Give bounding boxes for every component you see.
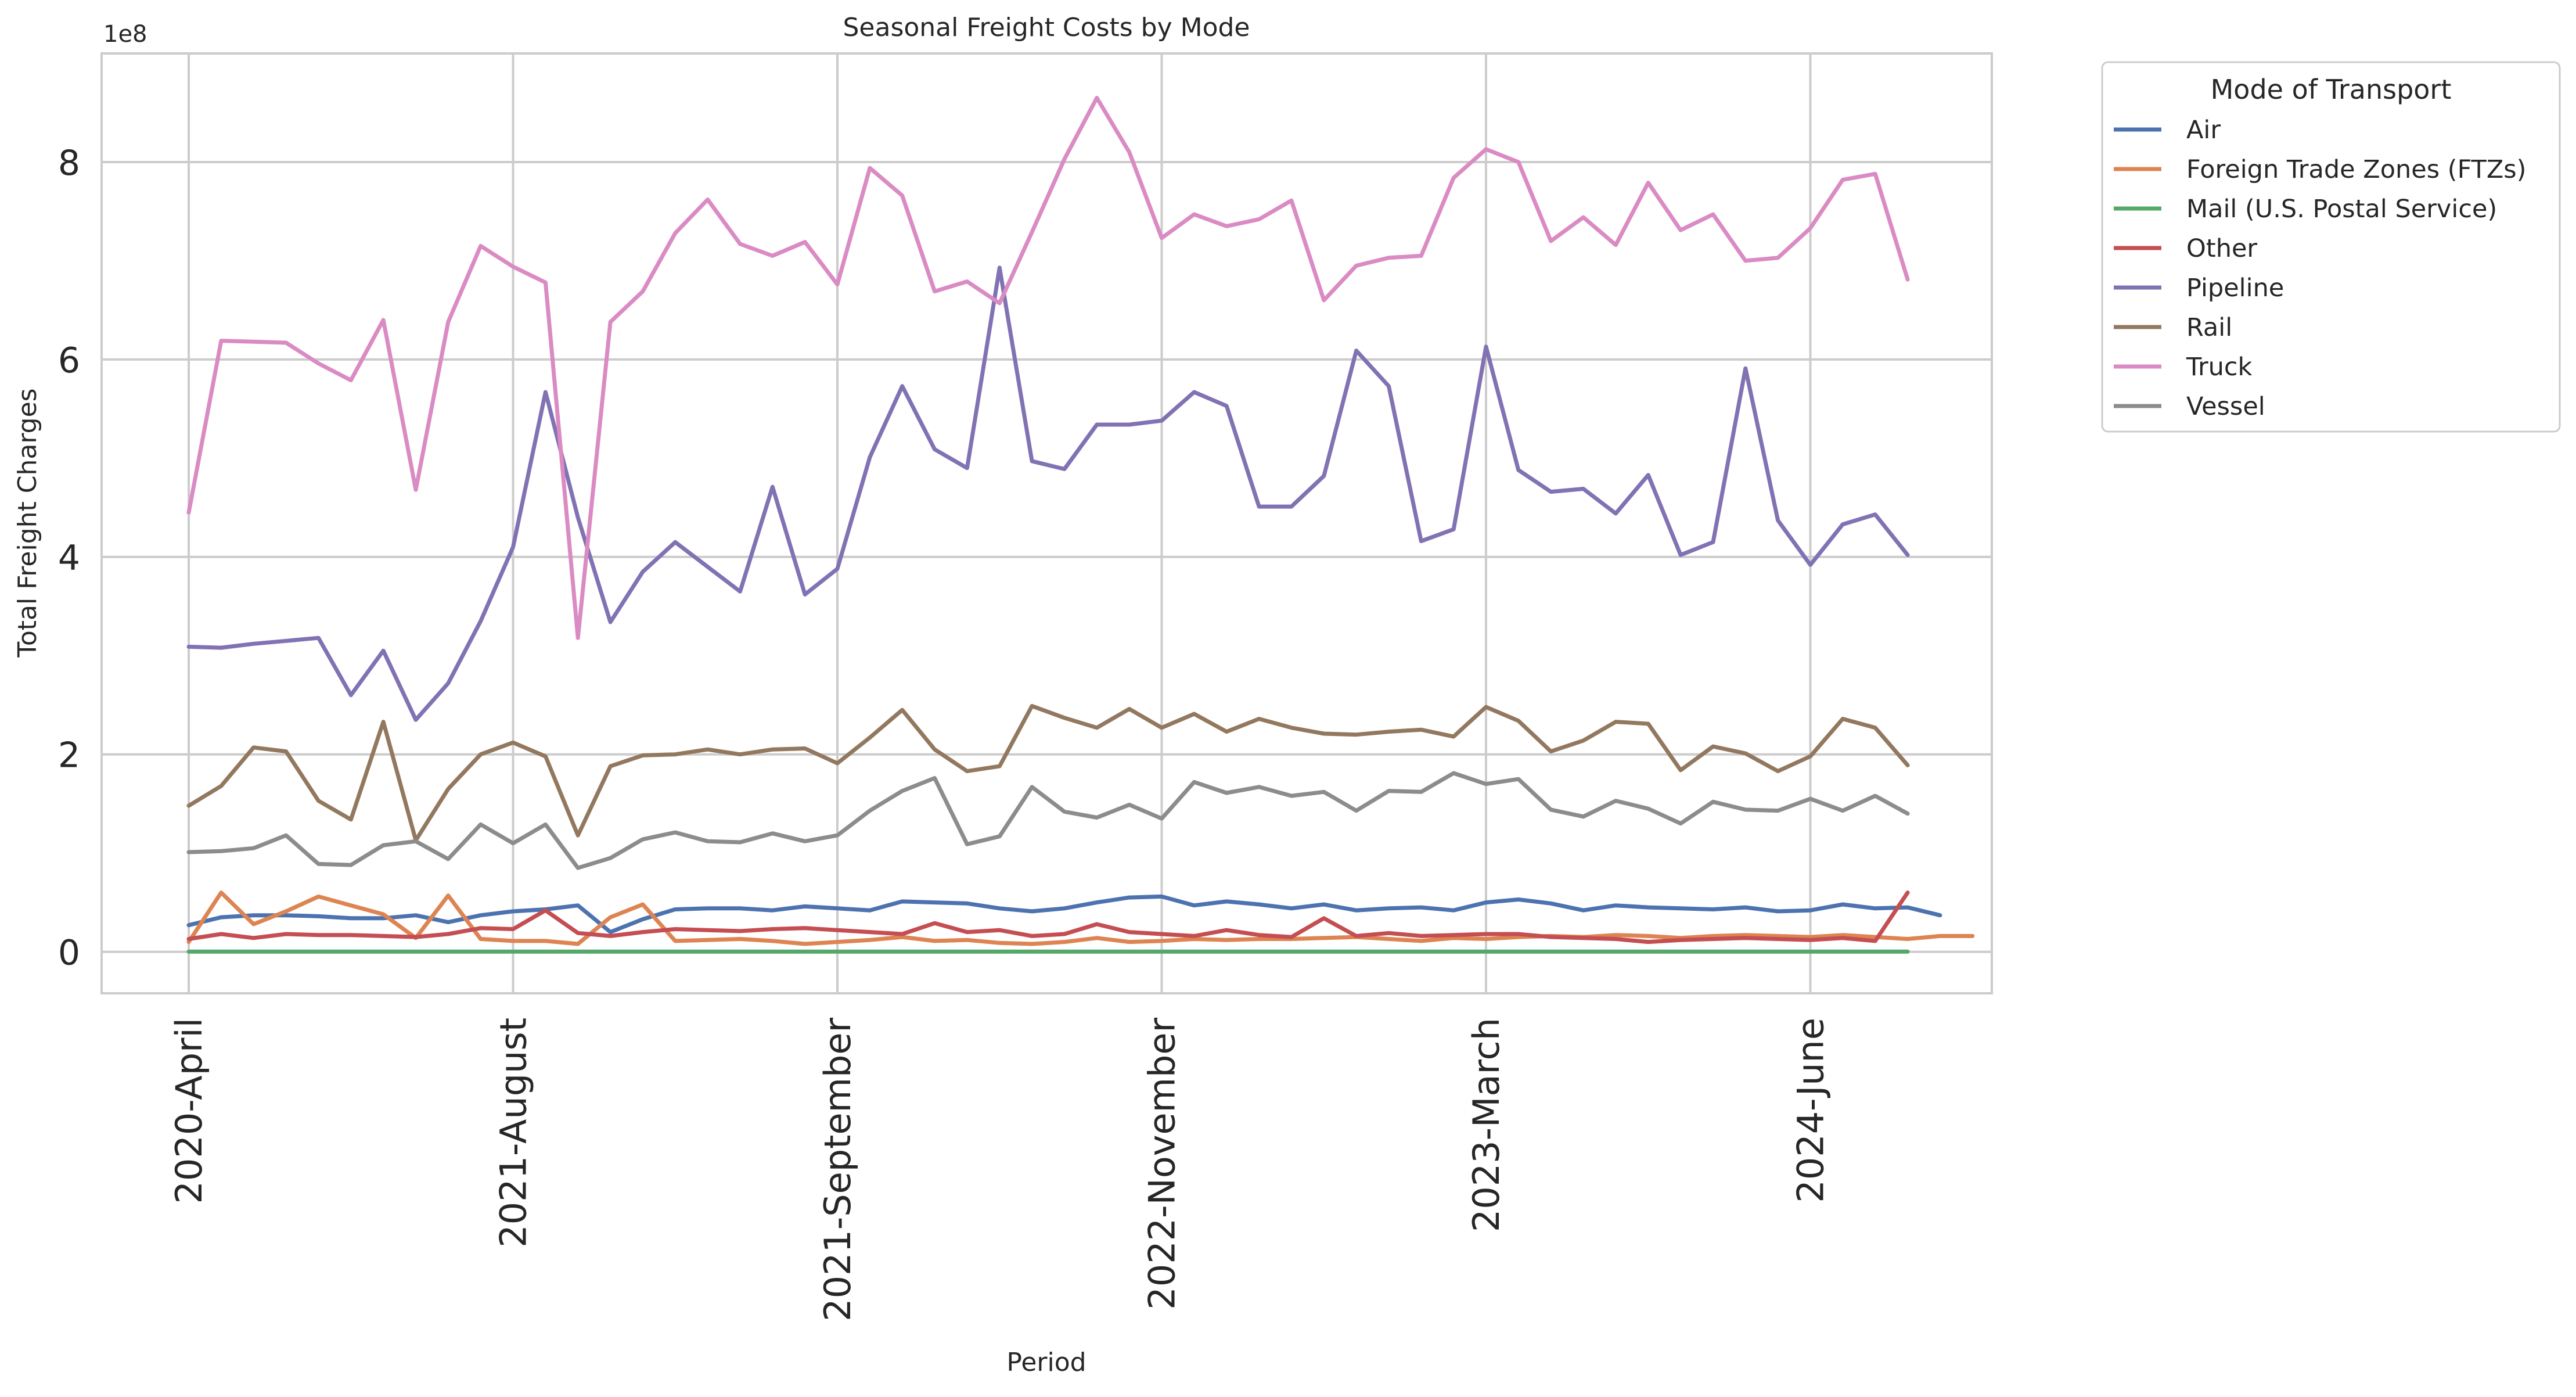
x-axis-label: Period xyxy=(1006,1348,1086,1377)
y-tick-label: 8 xyxy=(58,143,80,184)
x-tick-label: 2022-November xyxy=(1141,1018,1183,1310)
series-line-foreign-trade-zones-ftzs xyxy=(186,890,1975,946)
x-tick-label: 2023-March xyxy=(1465,1018,1508,1232)
y-tick-label: 6 xyxy=(58,340,80,381)
legend-label-air: Air xyxy=(2186,116,2221,145)
series-line-other xyxy=(186,890,1910,944)
y-tick-label: 2 xyxy=(58,735,80,776)
x-tick-label: 2021-August xyxy=(492,1018,535,1248)
legend-label-rail: Rail xyxy=(2186,313,2232,342)
plot-frame xyxy=(100,52,1993,994)
x-tick-label: 2024-June xyxy=(1790,1018,1832,1203)
legend-label-truck: Truck xyxy=(2186,353,2253,382)
chart-title: Seasonal Freight Costs by Mode xyxy=(843,13,1250,42)
y-offset-label: 1e8 xyxy=(103,21,147,48)
legend-label-foreign-trade-zones-ftzs: Foreign Trade Zones (FTZs) xyxy=(2186,155,2526,184)
y-axis-ticks: 0 2 4 6 8 xyxy=(58,143,80,974)
series-line-truck xyxy=(186,96,1910,640)
legend-frame xyxy=(2101,61,2561,433)
series-lines xyxy=(186,96,1975,954)
y-axis-label: Total Freight Charges xyxy=(13,388,42,658)
x-tick-label: 2020-April xyxy=(168,1018,210,1204)
x-axis-ticks: 2020-April 2021-August 2021-September 2022-… xyxy=(168,1017,1832,1321)
legend-title: Mode of Transport xyxy=(2211,74,2452,105)
y-tick-label: 4 xyxy=(58,538,80,579)
y-tick-label: 0 xyxy=(58,933,80,974)
legend-entries: Air Foreign Trade Zones (FTZs) Mail (U.S. … xyxy=(2114,116,2526,421)
legend-label-vessel: Vessel xyxy=(2186,392,2265,421)
legend: Mode of Transport Air Foreign Trade Zones… xyxy=(2101,61,2561,433)
series-line-rail xyxy=(186,703,1910,843)
legend-label-mail-u-s-postal-service: Mail (U.S. Postal Service) xyxy=(2186,195,2497,224)
grid-lines xyxy=(102,53,1992,993)
series-line-vessel xyxy=(186,771,1910,870)
series-line-pipeline xyxy=(186,265,1910,722)
legend-label-pipeline: Pipeline xyxy=(2186,274,2284,303)
x-tick-label: 2021-September xyxy=(816,1017,859,1321)
series-line-air xyxy=(186,894,1942,935)
legend-label-other: Other xyxy=(2186,234,2257,263)
